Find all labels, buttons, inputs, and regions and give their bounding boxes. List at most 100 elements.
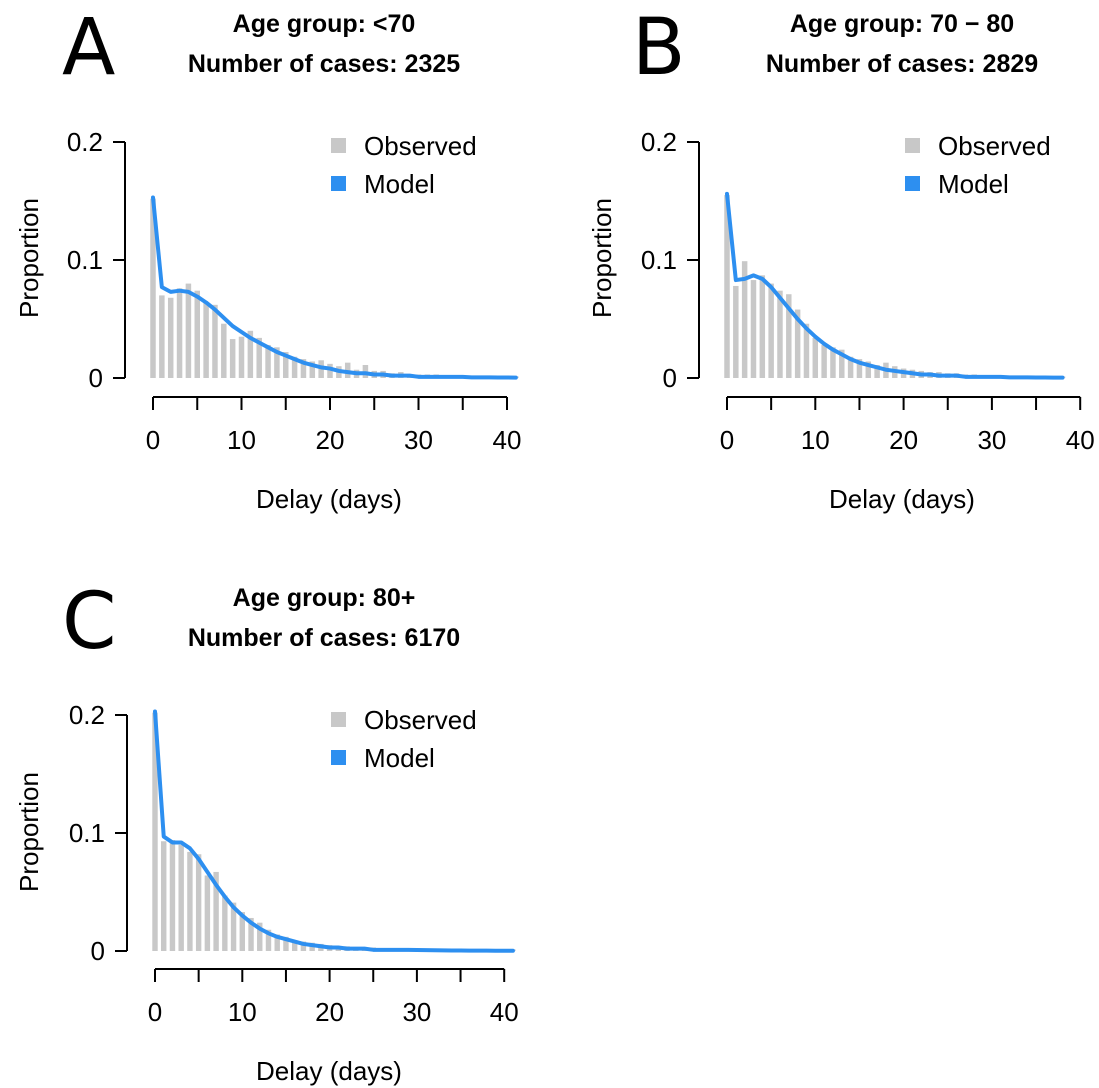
panel-a-bar-day-18 [309, 361, 316, 378]
panel-b-bar-day-12 [830, 347, 836, 378]
panel-c-bar-day-8 [222, 895, 228, 951]
panel-b-x-tick-label-30: 30 [977, 425, 1006, 455]
panel-c-y-axis-label: Proportion [14, 772, 44, 892]
panel-b-y-tick-label-1: 0.1 [641, 245, 677, 275]
panel-c-title: Age group: 80+ [233, 584, 416, 612]
panel-c-legend-observed-label: Observed [364, 705, 477, 735]
panel-b-bar-day-3 [750, 280, 757, 378]
panel-a-bar-day-3 [176, 288, 183, 378]
panel-a-bar-day-9 [229, 339, 236, 378]
panel-b-plot-area: 0 0.1 0.2 0 10 20 30 40 [641, 127, 1095, 455]
panel-a-y-tick-label-2: 0.2 [67, 127, 103, 157]
panel-a-x-tick-label-30: 30 [404, 425, 433, 455]
panel-a-title: Age group: <70 [233, 10, 416, 38]
panel-c-x-tick-label-20: 20 [315, 997, 344, 1027]
panel-a-bar-day-14 [274, 347, 280, 378]
panel-c-bar-day-12 [257, 922, 263, 951]
panel-a-bar-day-7 [212, 304, 218, 378]
panel-a-bar-day-11 [247, 330, 254, 378]
panel-a-bar-day-17 [300, 359, 307, 378]
panel-a-bar-day-6 [203, 302, 209, 378]
panel-c-legend-model-swatch [331, 750, 346, 765]
panel-a-bar-day-13 [265, 344, 271, 378]
panel-letter-b: B [632, 3, 686, 93]
panel-c-bar-day-10 [239, 912, 245, 951]
panel-c-bar-day-11 [248, 917, 254, 951]
panel-c-subtitle: Number of cases: 6170 [188, 624, 460, 652]
panel-a-bar-day-15 [283, 352, 289, 378]
panel-letter-a: A [62, 3, 115, 93]
panel-b-x-axis-label: Delay (days) [829, 484, 975, 514]
panel-c-x-tick-label-0: 0 [148, 997, 162, 1027]
panel-c-bar-day-5 [195, 854, 202, 951]
panel-b-bar-day-13 [839, 349, 845, 378]
panel-c-bar-day-2 [169, 840, 176, 951]
panel-b-x-tick-label-40: 40 [1066, 425, 1095, 455]
panel-b-bar-day-16 [865, 361, 872, 378]
panel-a-x-tick-label-40: 40 [493, 425, 522, 455]
panel-c-y-tick-label-1: 0.1 [69, 818, 105, 848]
panel-b-bar-day-0 [724, 195, 730, 378]
panel-b-bar-day-1 [733, 285, 739, 378]
panel-c-bar-day-15 [283, 936, 289, 951]
panel-a-legend-observed-swatch [331, 138, 346, 153]
panel-b-legend-model-swatch [905, 176, 920, 191]
panel-b-subtitle: Number of cases: 2829 [766, 50, 1038, 78]
panel-b-bar-day-10 [812, 337, 819, 378]
panel-c-plot-area: 0 0.1 0.2 0 10 20 30 40 [69, 700, 519, 1027]
panel-b-legend: Observed Model [905, 131, 1051, 199]
panel-c-x-tick-label-30: 30 [402, 997, 431, 1027]
panel-c-bar-day-14 [274, 934, 280, 951]
panel-c-y-tick-label-2: 0.2 [69, 700, 105, 730]
panel-a: A Age group: <70 Number of cases: 2325 P… [14, 3, 521, 514]
panel-c-bar-day-1 [161, 841, 167, 951]
panel-c-x-axis-label: Delay (days) [256, 1056, 402, 1086]
panel-b-legend-observed-label: Observed [938, 131, 1051, 161]
panel-c-bar-day-6 [204, 875, 211, 951]
panel-a-legend-model-swatch [331, 176, 346, 191]
panel-a-x-tick-label-0: 0 [146, 425, 160, 455]
panel-a-plot-area: 0 0.1 0.2 0 10 20 30 40 [67, 127, 522, 455]
panel-a-model-line [151, 195, 518, 380]
panel-b-bar-day-15 [856, 359, 863, 378]
panel-c-legend: Observed Model [331, 705, 477, 773]
panel-c-x-tick-label-10: 10 [228, 997, 257, 1027]
panel-b-bar-day-11 [821, 344, 827, 378]
panel-a-y-tick-label-0: 0 [89, 363, 103, 393]
panel-b-bar-day-8 [794, 309, 801, 378]
panel-a-bar-day-1 [159, 295, 165, 378]
panel-c: C Age group: 80+ Number of cases: 6170 P… [14, 577, 519, 1086]
panel-b: B Age group: 70 − 80 Number of cases: 28… [587, 3, 1095, 514]
panel-a-bar-day-16 [291, 356, 298, 378]
panel-c-bar-day-0 [152, 712, 158, 951]
panel-a-bar-day-5 [194, 290, 200, 378]
panel-a-bar-day-20 [327, 363, 333, 378]
panel-b-bar-day-2 [741, 261, 748, 378]
panel-b-bar-day-5 [768, 283, 774, 378]
panel-letter-c: C [62, 577, 116, 667]
panel-a-bar-day-2 [167, 297, 174, 378]
panel-c-bar-day-7 [213, 871, 219, 951]
panel-a-x-axis-label: Delay (days) [256, 484, 402, 514]
panel-c-model-line [153, 709, 515, 953]
panel-c-bar-day-16 [291, 940, 298, 951]
panel-a-legend-model-label: Model [364, 169, 435, 199]
panel-b-title: Age group: 70 − 80 [790, 10, 1014, 38]
panel-c-bar-day-4 [187, 851, 193, 951]
panel-b-bar-day-4 [759, 275, 766, 378]
panel-a-y-tick-label-1: 0.1 [67, 245, 103, 275]
panel-c-bar-day-3 [178, 844, 184, 951]
panel-a-bar-day-8 [221, 323, 227, 378]
panel-b-x-tick-label-20: 20 [889, 425, 918, 455]
panel-b-bar-day-6 [777, 290, 783, 378]
panel-b-model-line [725, 191, 1065, 380]
panel-a-x-tick-label-10: 10 [227, 425, 256, 455]
panel-a-bar-day-4 [185, 283, 192, 378]
panel-b-legend-model-label: Model [938, 169, 1009, 199]
panel-c-legend-observed-swatch [331, 712, 346, 727]
panel-a-legend-observed-label: Observed [364, 131, 477, 161]
panel-b-legend-observed-swatch [905, 138, 920, 153]
panel-a-bar-day-0 [150, 198, 156, 378]
panel-b-x-tick-label-10: 10 [801, 425, 830, 455]
